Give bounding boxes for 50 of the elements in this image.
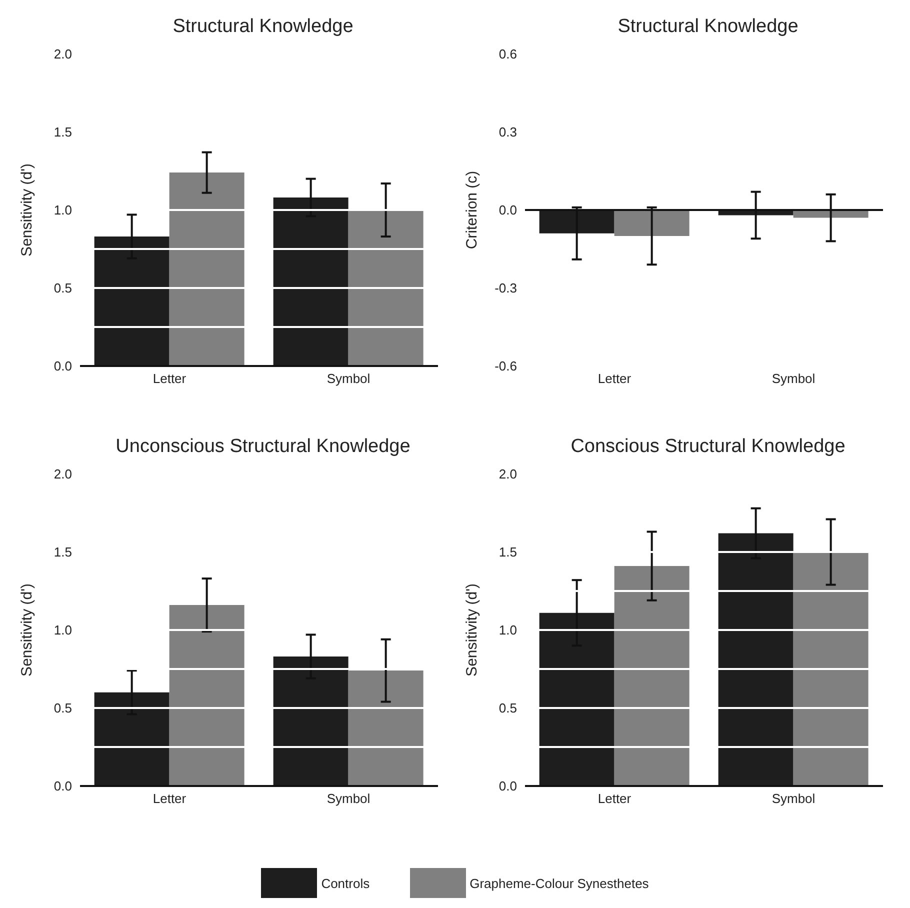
x-tick-label: Letter	[152, 371, 187, 386]
bar	[348, 670, 424, 786]
y-axis-title: Sensitivity (d')	[18, 164, 36, 256]
x-tick-label: Letter	[152, 791, 187, 806]
chart-title: Structural Knowledge	[616, 16, 800, 38]
bar	[539, 612, 614, 786]
y-tick-label: 0.6	[498, 46, 517, 62]
y-tick-label: 0.3	[498, 124, 517, 140]
y-axis-title: Sensitivity (d')	[18, 584, 36, 676]
y-tick-label: 0.0	[54, 358, 72, 374]
y-tick-label: 1.0	[54, 622, 72, 638]
legend-label: Grapheme-Colour Synesthetes	[470, 876, 649, 890]
y-tick-label: 2.0	[54, 466, 72, 482]
y-tick-label: 1.0	[498, 622, 517, 638]
bar	[94, 236, 170, 366]
y-tick-label: 2.0	[54, 46, 72, 62]
y-tick-label: 0.0	[498, 778, 517, 794]
bar	[273, 656, 348, 786]
y-tick-label: 0.0	[498, 202, 517, 218]
y-tick-label: -0.3	[494, 280, 517, 296]
bar	[273, 198, 348, 366]
y-tick-label: 0.5	[54, 700, 72, 716]
x-tick-label: Letter	[598, 791, 632, 806]
chart-title: Structural Knowledge	[172, 16, 354, 38]
y-tick-label: 0.5	[498, 700, 517, 716]
y-tick-label: 1.0	[54, 202, 72, 218]
y-axis-title: Sensitivity (d')	[463, 584, 480, 676]
y-tick-label: 0.0	[54, 778, 72, 794]
x-tick-label: Symbol	[772, 791, 816, 806]
y-axis-title: Criterion (c)	[463, 170, 480, 250]
x-tick-label: Letter	[598, 371, 632, 386]
y-tick-label: 2.0	[498, 466, 517, 482]
legend-label: Controls	[321, 876, 370, 890]
y-tick-label: 1.5	[54, 544, 72, 560]
y-tick-label: 0.5	[54, 280, 72, 296]
bar	[614, 566, 690, 786]
bar	[169, 172, 244, 366]
bar	[718, 533, 794, 786]
chart-title: Conscious Structural Knowledge	[570, 436, 846, 458]
x-tick-label: Symbol	[326, 371, 370, 386]
x-tick-label: Symbol	[772, 371, 816, 386]
y-tick-label: -0.6	[494, 358, 517, 374]
bar	[348, 210, 424, 366]
bar	[793, 552, 868, 786]
x-tick-label: Symbol	[326, 791, 370, 806]
chart-title: Unconscious Structural Knowledge	[114, 436, 412, 458]
bar	[169, 605, 244, 786]
y-tick-label: 1.5	[498, 544, 517, 560]
bar	[94, 692, 170, 786]
y-tick-label: 1.5	[54, 124, 72, 140]
